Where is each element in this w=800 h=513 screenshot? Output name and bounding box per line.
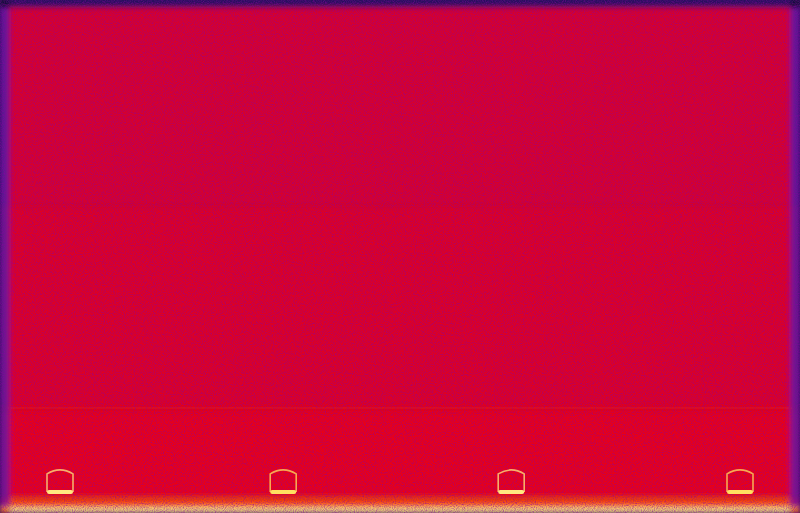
noise-texture	[0, 0, 800, 513]
event-band	[727, 490, 753, 494]
event	[270, 470, 296, 494]
event-arc	[498, 470, 524, 492]
event-arc	[270, 470, 296, 492]
spectrogram	[0, 0, 800, 513]
event-band	[498, 490, 524, 494]
event	[727, 470, 753, 494]
event-band	[270, 490, 296, 494]
events	[47, 470, 753, 494]
event-arc	[47, 470, 73, 492]
plot-area	[0, 0, 800, 513]
event-arc	[727, 470, 753, 492]
event-band	[47, 490, 73, 494]
event	[47, 470, 73, 494]
event	[498, 470, 524, 494]
cells	[0, 0, 800, 513]
